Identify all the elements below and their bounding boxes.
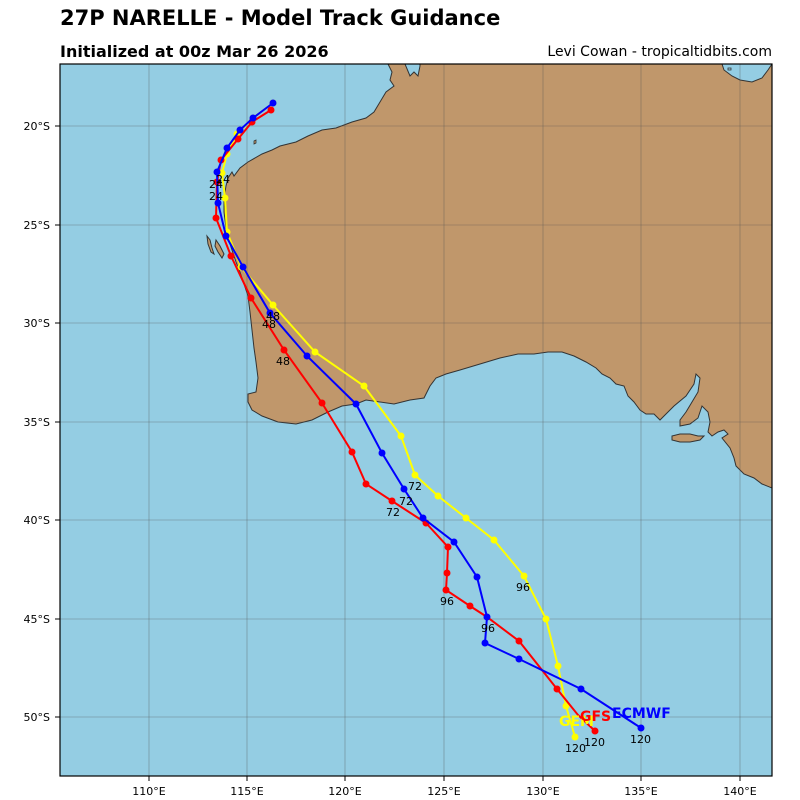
hour-label: 96 <box>481 622 495 635</box>
shark-bay-peninsula <box>214 238 225 259</box>
hour-label: 120 <box>565 742 586 755</box>
lat-tick-label: 40°S <box>24 514 50 527</box>
lon-tick-label: 135°E <box>624 785 657 798</box>
lon-tick-label: 120°E <box>328 785 361 798</box>
small-island <box>253 139 257 145</box>
hour-label: 48 <box>266 310 280 323</box>
lon-tick-label: 125°E <box>427 785 460 798</box>
hour-label: 24 <box>216 173 230 186</box>
latitude-labels: 20°S 25°S 30°S 35°S 40°S 45°S 50°S <box>24 120 50 724</box>
hour-label: 72 <box>399 495 413 508</box>
lon-tick-label: 130°E <box>526 785 559 798</box>
hour-label: 24 <box>209 178 223 191</box>
hour-label: 96 <box>516 581 530 594</box>
lat-tick-label: 50°S <box>24 711 50 724</box>
lat-tick-label: 45°S <box>24 613 50 626</box>
hour-label: 120 <box>630 733 651 746</box>
hour-label: 72 <box>386 506 400 519</box>
lon-tick-label: 110°E <box>132 785 165 798</box>
lat-tick-label: 30°S <box>24 317 50 330</box>
hour-label: 48 <box>262 318 276 331</box>
hour-label: 96 <box>440 595 454 608</box>
australia-land <box>223 64 772 489</box>
kimberley-water <box>404 64 421 78</box>
lon-tick-label: 115°E <box>230 785 263 798</box>
lat-tick-label: 20°S <box>24 120 50 133</box>
gulf-water <box>721 64 772 83</box>
model-label-gfs: GFS <box>580 709 611 725</box>
credit-text: Levi Cowan - tropicaltidbits.com <box>547 44 772 60</box>
small-island-ne <box>727 67 732 71</box>
longitude-labels: 110°E 115°E 120°E 125°E 130°E 135°E 140°… <box>132 785 756 798</box>
shark-bay-island <box>206 234 215 256</box>
model-label-gem: GEM <box>559 714 594 730</box>
map-frame <box>59 63 773 777</box>
chart-title: 27P NARELLE - Model Track Guidance <box>60 6 501 30</box>
lat-tick-label: 25°S <box>24 219 50 232</box>
axis-ticks <box>55 125 741 781</box>
lon-tick-label: 140°E <box>723 785 756 798</box>
lat-tick-label: 35°S <box>24 416 50 429</box>
forecast-hour-labels: 24 24 24 48 48 48 72 72 72 96 96 96 120 … <box>209 173 651 755</box>
hour-label: 72 <box>408 480 422 493</box>
init-time-subtitle: Initialized at 00z Mar 26 2026 <box>60 42 329 61</box>
graticule <box>60 64 772 776</box>
track-ecmwf[interactable] <box>213 99 645 732</box>
hour-label: 24 <box>209 190 223 203</box>
hour-label: 120 <box>584 736 605 749</box>
model-label-ecmwf: ECMWF <box>612 706 671 722</box>
hour-label: 48 <box>276 355 290 368</box>
kangaroo-island <box>671 433 706 443</box>
